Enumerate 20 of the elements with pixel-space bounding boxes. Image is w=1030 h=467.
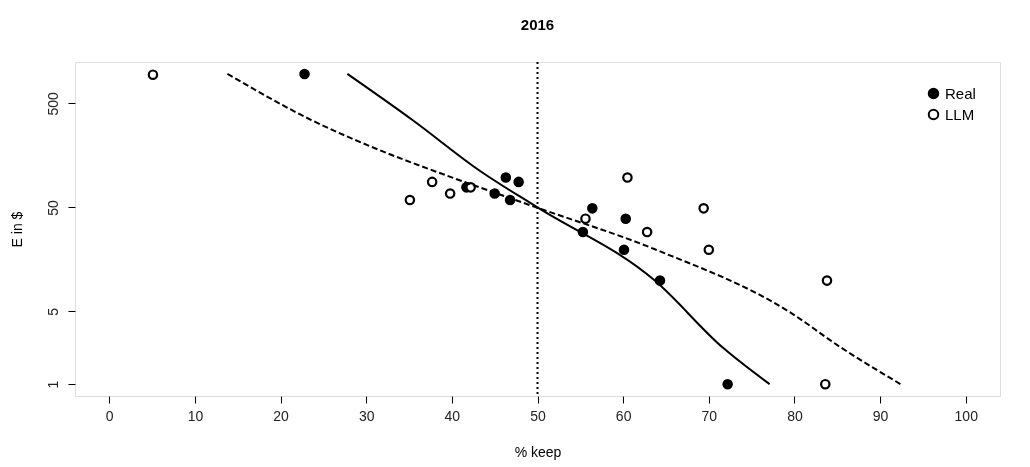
- y-tick-label: 500: [44, 92, 61, 116]
- x-tick-label: 90: [872, 407, 889, 424]
- x-tick-label: 30: [358, 407, 375, 424]
- x-tick-label: 80: [787, 407, 803, 424]
- x-tick-label: 70: [701, 407, 718, 424]
- y-tick-label: 5: [44, 307, 61, 316]
- legend-label: Real: [945, 84, 976, 102]
- x-axis-title: % keep: [514, 443, 562, 460]
- x-tick-label: 0: [105, 407, 114, 424]
- y-tick-label: 50: [44, 199, 61, 216]
- x-tick-label: 60: [615, 407, 632, 424]
- y-tick-label: 1: [44, 380, 61, 389]
- chart-title: 2016: [520, 16, 555, 33]
- x-tick-label: 40: [444, 407, 461, 424]
- legend-label: LLM: [945, 105, 975, 123]
- x-tick-label: 50: [530, 407, 546, 424]
- y-axis-title: E in $: [8, 211, 25, 248]
- x-tick-label: 20: [273, 407, 290, 424]
- x-tick-label: 10: [187, 407, 204, 424]
- x-tick-label: 100: [954, 407, 979, 424]
